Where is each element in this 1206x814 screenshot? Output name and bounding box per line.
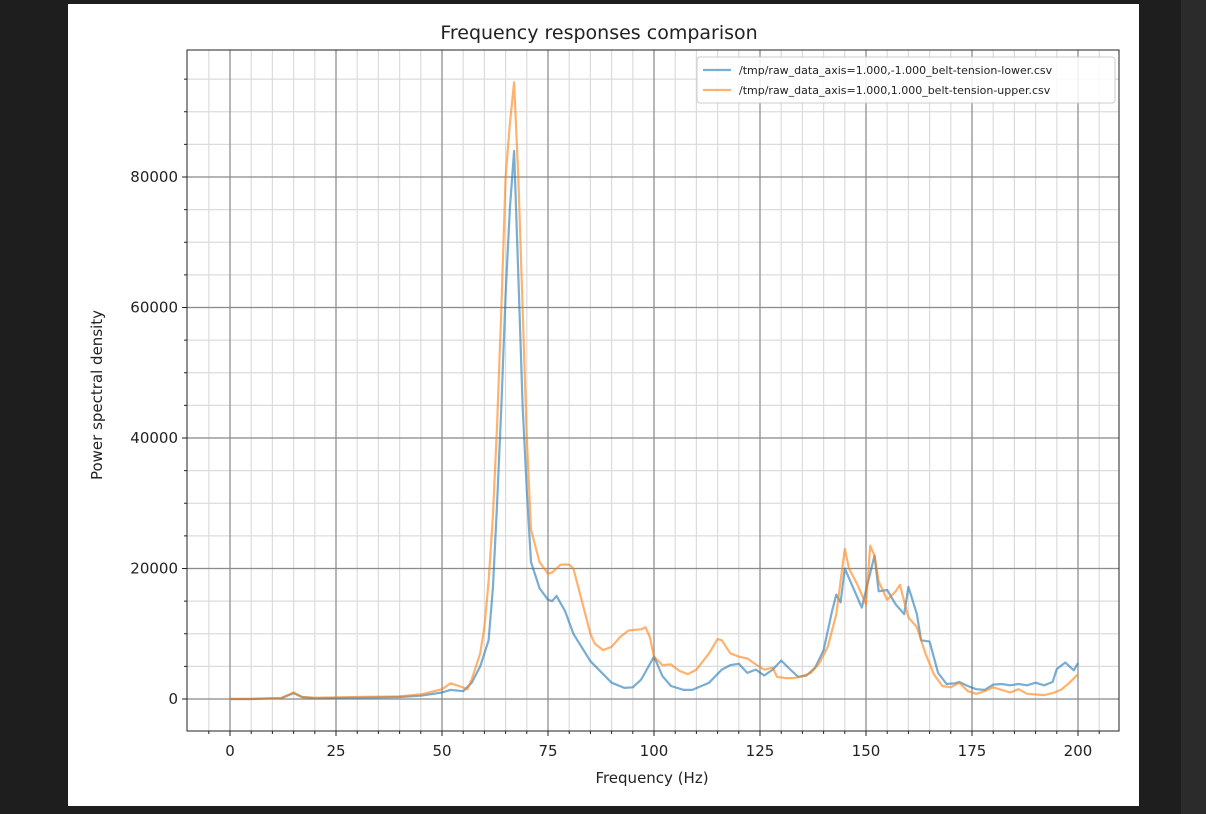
- x-tick-label: 75: [538, 742, 557, 760]
- x-axis-label: Frequency (Hz): [595, 769, 708, 787]
- legend-box: [696, 56, 1116, 104]
- x-tick-label: 175: [958, 742, 987, 760]
- x-tick-label: 100: [640, 742, 669, 760]
- x-tick-label: 200: [1064, 742, 1093, 760]
- x-tick-label: 125: [746, 742, 775, 760]
- axes-frame: [186, 49, 1120, 732]
- x-tick-label: 25: [326, 742, 345, 760]
- y-tick-label: 40000: [130, 429, 178, 447]
- legend-label: /tmp/raw_data_axis=1.000,1.000_belt-tens…: [739, 84, 1051, 97]
- y-tick-label: 20000: [130, 560, 178, 578]
- y-tick-label: 0: [168, 690, 178, 708]
- frequency-chart: 0 25 50 75 100 125 150 175 200 0 20000 40000 60000 80…: [88, 22, 1120, 787]
- x-tick-label: 0: [225, 742, 235, 760]
- series-line-upper: [230, 81, 1079, 701]
- chart-title: Frequency responses comparison: [440, 22, 757, 44]
- x-tick-label: 150: [852, 742, 881, 760]
- x-tick-label: 50: [432, 742, 451, 760]
- figure: 0 25 50 75 100 125 150 175 200 0 20000 40000 60000 80…: [68, 4, 1139, 806]
- y-tick-label: 60000: [130, 299, 178, 317]
- legend-label: /tmp/raw_data_axis=1.000,-1.000_belt-ten…: [739, 64, 1053, 77]
- grid: [187, 50, 1119, 731]
- ticks: 0 25 50 75 100 125 150 175 200 0 20000 40000 60000 80…: [130, 78, 1100, 760]
- window-edge: [1181, 0, 1206, 814]
- y-axis-label: Power spectral density: [88, 310, 106, 480]
- y-tick-label: 80000: [130, 168, 178, 186]
- legend: /tmp/raw_data_axis=1.000,-1.000_belt-ten…: [696, 56, 1116, 104]
- series-lines: [230, 81, 1079, 701]
